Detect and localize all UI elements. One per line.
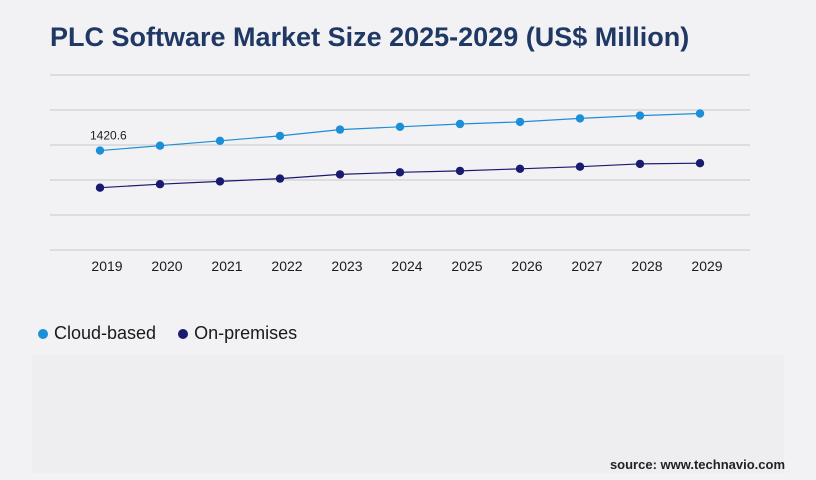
data-point-cloud-based[interactable]: [275, 131, 285, 141]
legend-item-cloud-based[interactable]: Cloud-based: [38, 323, 156, 344]
data-label: 1420.6: [90, 129, 127, 143]
x-tick-label: 2026: [511, 258, 542, 274]
data-point-on-premises[interactable]: [575, 162, 585, 171]
legend: Cloud-based On-premises: [38, 323, 297, 344]
x-tick-label: 2019: [91, 258, 122, 274]
legend-label-on-premises: On-premises: [194, 323, 298, 343]
x-tick-label: 2024: [391, 258, 422, 274]
line-chart: 2019 2020 2021 2022 2023 2024 2025 2026 2027 2028…: [50, 74, 750, 274]
data-point-cloud-based[interactable]: [455, 119, 465, 129]
legend-marker-cloud-based: [38, 328, 48, 339]
x-tick-label: 2025: [451, 258, 482, 274]
data-point-on-premises[interactable]: [95, 183, 105, 192]
x-tick-label: 2028: [631, 258, 662, 274]
x-tick-label: 2022: [271, 258, 302, 274]
data-point-cloud-based[interactable]: [575, 114, 585, 123]
source-credit: source: www.technavio.com: [609, 457, 785, 472]
x-tick-label: 2020: [151, 258, 182, 274]
data-point-on-premises[interactable]: [455, 166, 465, 176]
data-point-cloud-based[interactable]: [515, 117, 525, 127]
data-point-cloud-based[interactable]: [335, 125, 345, 134]
x-tick-label: 2021: [211, 258, 242, 274]
background-panel: [32, 355, 784, 473]
data-point-cloud-based[interactable]: [395, 122, 405, 131]
data-point-on-premises[interactable]: [635, 159, 645, 169]
x-tick-label: 2029: [691, 258, 722, 274]
data-point-cloud-based[interactable]: [215, 136, 225, 145]
data-point-on-premises[interactable]: [335, 170, 345, 179]
data-point-on-premises[interactable]: [695, 159, 705, 168]
data-point-on-premises[interactable]: [515, 164, 525, 173]
legend-marker-on-premises: [178, 328, 189, 339]
x-tick-label: 2023: [331, 258, 362, 274]
data-point-cloud-based[interactable]: [635, 111, 645, 120]
data-point-on-premises[interactable]: [155, 180, 165, 189]
data-point-cloud-based[interactable]: [695, 109, 705, 118]
data-point-on-premises[interactable]: [275, 174, 285, 183]
legend-item-on-premises[interactable]: On-premises: [178, 323, 297, 344]
legend-label-cloud-based: Cloud-based: [54, 323, 157, 343]
data-point-cloud-based[interactable]: [95, 146, 105, 155]
x-tick-label: 2027: [571, 258, 602, 274]
data-point-on-premises[interactable]: [395, 168, 405, 177]
data-point-cloud-based[interactable]: [155, 141, 165, 150]
data-point-on-premises[interactable]: [215, 177, 225, 186]
chart-title: PLC Software Market Size 2025-2029 (US$ …: [50, 22, 690, 52]
